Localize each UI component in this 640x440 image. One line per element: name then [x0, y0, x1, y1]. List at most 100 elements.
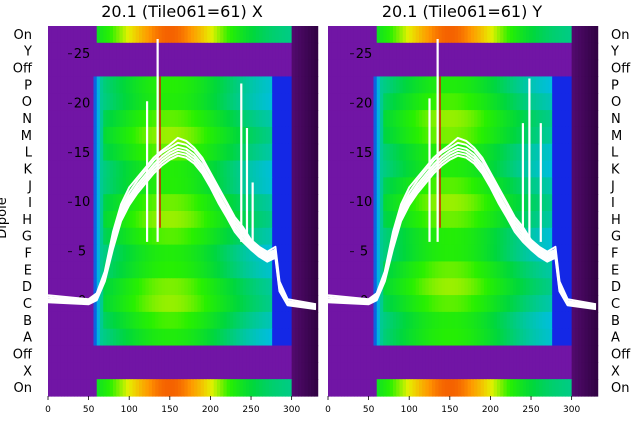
heatmap-cell: [366, 328, 371, 347]
heatmap-cell: [268, 311, 273, 330]
heatmap-cell: [278, 93, 283, 111]
heatmap-cell: [294, 362, 299, 380]
heatmap-cell: [125, 227, 130, 246]
heatmap-cell: [409, 143, 414, 162]
heatmap-cell: [584, 311, 589, 330]
heatmap-cell: [275, 42, 280, 61]
heatmap-cell: [467, 261, 472, 279]
heatmap-cell: [383, 160, 388, 178]
heatmap-cell: [344, 244, 349, 263]
heatmap-cell: [60, 211, 65, 229]
heatmap-cell: [122, 345, 127, 363]
heatmap-cell: [246, 211, 251, 229]
heatmap-cell: [187, 261, 192, 279]
heatmap-cell: [558, 311, 563, 330]
heatmap-cell: [259, 76, 263, 94]
heatmap-cell: [213, 211, 218, 229]
heatmap-cell: [483, 42, 488, 61]
heatmap-cell: [171, 328, 176, 347]
heatmap-cell: [578, 244, 582, 263]
heatmap-cell: [138, 362, 143, 380]
heatmap-cell: [363, 244, 368, 263]
heatmap-cell: [93, 76, 98, 94]
heatmap-cell: [80, 311, 85, 330]
heatmap-cell: [571, 110, 576, 128]
heatmap-cell: [334, 194, 339, 212]
heatmap-cell: [344, 76, 349, 94]
heatmap-cell: [99, 379, 104, 397]
heatmap-cell: [116, 42, 121, 61]
heatmap-cell: [190, 126, 195, 145]
heatmap-cell: [168, 194, 173, 212]
heatmap-cell: [392, 295, 397, 313]
heatmap-cell: [431, 93, 436, 111]
heatmap-cell: [54, 278, 59, 296]
heatmap-cell: [402, 379, 407, 397]
heatmap-cell: [457, 194, 462, 212]
heatmap-cell: [487, 328, 492, 347]
heatmap-cell: [581, 177, 586, 195]
heatmap-cell: [239, 362, 244, 380]
heatmap-cell: [80, 362, 85, 380]
heatmap-cell: [197, 26, 202, 44]
heatmap-cell: [116, 362, 121, 380]
heatmap-cell: [347, 278, 352, 296]
heatmap-cell: [83, 76, 88, 94]
heatmap-cell: [561, 227, 566, 246]
heatmap-cell: [526, 362, 531, 380]
heatmap-cell: [106, 211, 111, 229]
heatmap-cell: [412, 143, 417, 162]
heatmap-cell: [366, 42, 371, 61]
heatmap-cell: [328, 211, 332, 229]
heatmap-cell: [347, 227, 352, 246]
heatmap-cell: [545, 177, 550, 195]
heatmap-cell: [470, 278, 475, 296]
heatmap-cell: [301, 328, 306, 347]
heatmap-cell: [451, 244, 456, 263]
heatmap-cell: [474, 160, 479, 178]
row-label: E: [611, 263, 619, 278]
heatmap-cell: [174, 76, 179, 94]
heatmap-cell: [331, 362, 336, 380]
heatmap-cell: [334, 227, 339, 246]
heatmap-cell: [451, 76, 456, 94]
heatmap-cell: [581, 379, 586, 397]
row-label: F: [611, 247, 618, 262]
heatmap-cell: [93, 379, 98, 397]
heatmap-cell: [220, 295, 225, 313]
heatmap-cell: [441, 59, 446, 78]
heatmap-cell: [132, 76, 137, 94]
heatmap-cell: [142, 345, 147, 363]
heatmap-cell: [294, 345, 299, 363]
heatmap-cell: [584, 345, 589, 363]
heatmap-cell: [93, 227, 98, 246]
heatmap-cell: [477, 93, 482, 111]
heatmap-cell: [396, 244, 401, 263]
heatmap-cell: [500, 93, 505, 111]
heatmap-cell: [48, 160, 52, 178]
heatmap-cell: [255, 110, 260, 128]
heatmap-cell: [242, 328, 247, 347]
heatmap-cell: [464, 160, 469, 178]
heatmap-cell: [262, 295, 267, 313]
heatmap-cell: [350, 345, 355, 363]
heatmap-cell: [281, 59, 286, 78]
heatmap-cell: [177, 177, 182, 195]
heatmap-cell: [109, 311, 114, 330]
heatmap-cell: [370, 110, 375, 128]
heatmap-cell: [454, 244, 459, 263]
heatmap-cell: [477, 379, 482, 397]
heatmap-cell: [242, 295, 247, 313]
heatmap-cell: [558, 295, 563, 313]
heatmap-cell: [135, 143, 140, 162]
heatmap-cell: [561, 244, 566, 263]
heatmap-cell: [116, 244, 121, 263]
heatmap-cell: [268, 295, 273, 313]
heatmap-cell: [399, 261, 404, 279]
heatmap-cell: [392, 59, 397, 78]
heatmap-cell: [125, 328, 130, 347]
heatmap-cell: [542, 42, 547, 61]
heatmap-cell: [396, 160, 401, 178]
heatmap-cell: [96, 177, 101, 195]
heatmap-cell: [272, 328, 276, 347]
